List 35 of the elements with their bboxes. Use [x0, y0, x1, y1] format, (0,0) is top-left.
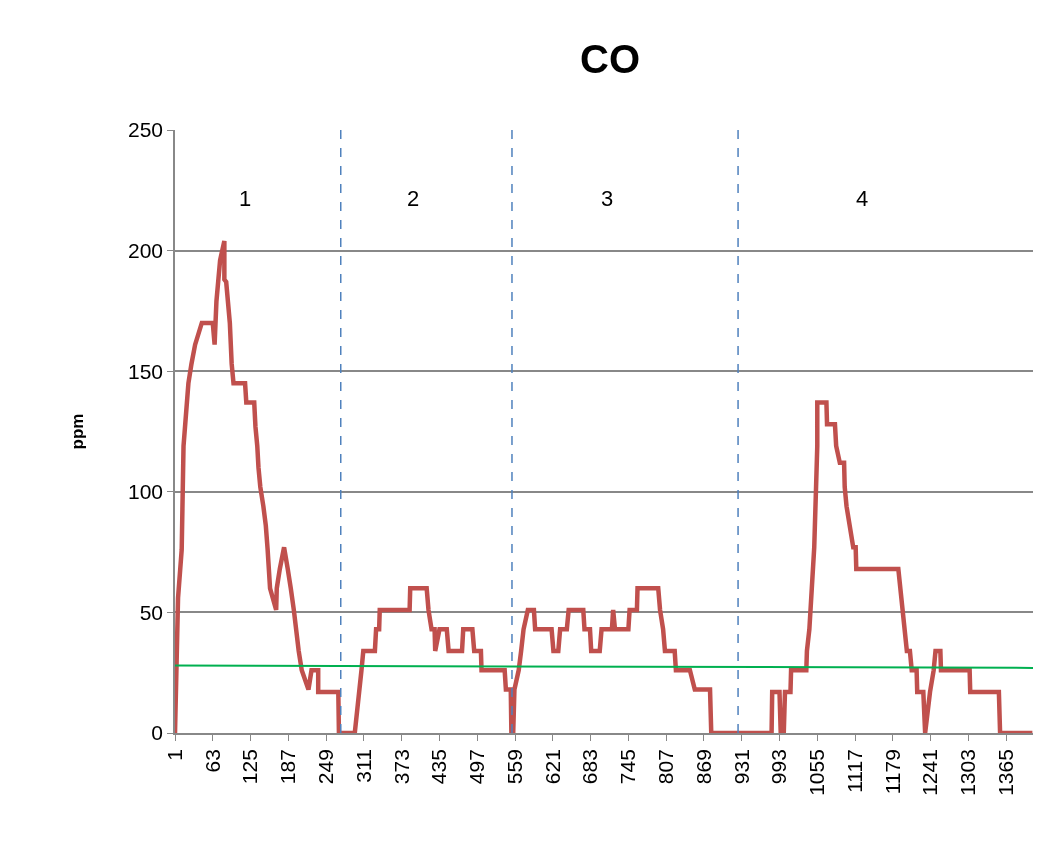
- y-tick-label: 0: [151, 721, 164, 745]
- annotation: 4: [856, 186, 869, 211]
- annotation: 1: [239, 186, 252, 211]
- y-tick-label: 50: [139, 600, 164, 624]
- x-tick-label: 125: [238, 749, 262, 785]
- x-tick-label: 931: [729, 749, 753, 785]
- x-tick-label: 1: [162, 749, 186, 761]
- annotation: 2: [407, 186, 420, 211]
- x-tick-label: 63: [200, 749, 224, 773]
- x-tick-label: 807: [653, 749, 677, 785]
- x-tick-label: 1117: [842, 749, 866, 793]
- x-tick-label: 435: [427, 749, 451, 785]
- x-tick-label: 1303: [956, 749, 980, 796]
- x-tick-label: 621: [540, 749, 564, 785]
- x-tick-label: 1179: [880, 749, 904, 795]
- y-tick-label: 150: [128, 359, 164, 383]
- x-tick-label: 497: [465, 749, 489, 785]
- y-tick-label: 100: [128, 480, 164, 504]
- x-tick-label: 373: [389, 749, 413, 785]
- x-tick-label: 1055: [805, 749, 829, 796]
- x-tick-label: 1365: [994, 749, 1018, 796]
- x-tick-label: 187: [276, 749, 300, 785]
- annotation: 3: [601, 186, 614, 211]
- x-tick-label: 683: [578, 749, 602, 785]
- x-tick-label: 311: [351, 749, 375, 783]
- x-tick-label: 745: [616, 749, 640, 785]
- x-tick-label: 559: [502, 749, 526, 785]
- x-tick-label: 1241: [918, 749, 942, 796]
- x-tick-label: 993: [767, 749, 791, 785]
- y-tick-label: 250: [128, 118, 164, 142]
- y-axis-title: ppm: [68, 413, 88, 450]
- x-tick-label: 249: [313, 749, 337, 785]
- y-tick-label: 200: [128, 238, 164, 262]
- chart-title: CO: [580, 37, 641, 82]
- x-tick-label: 869: [691, 749, 715, 785]
